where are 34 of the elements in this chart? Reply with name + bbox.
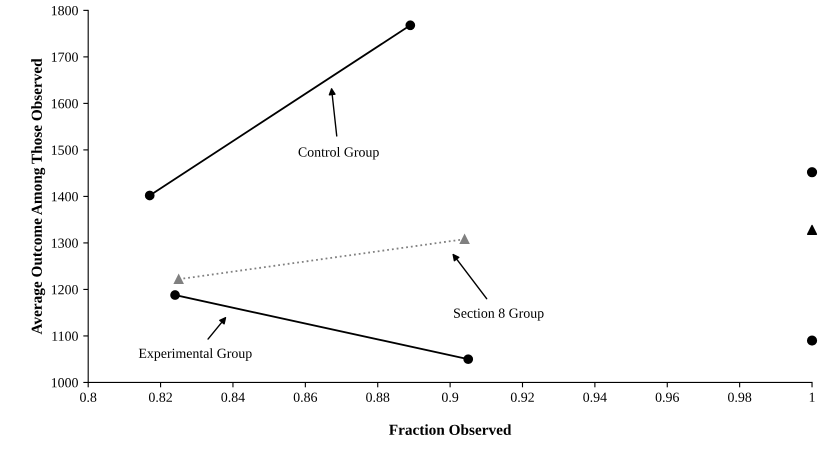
x-tick-label: 0.86 bbox=[294, 392, 318, 402]
x-tick-label: 0.84 bbox=[221, 392, 245, 402]
y-axis-title: Average Outcome Among Those Observed bbox=[31, 58, 46, 334]
y-tick-label: 1200 bbox=[52, 285, 78, 294]
point bbox=[460, 234, 470, 244]
point bbox=[806, 224, 818, 235]
annotation: Control Group bbox=[298, 146, 379, 160]
y-tick-label: 1000 bbox=[52, 378, 78, 388]
point bbox=[174, 274, 184, 284]
annotation: Experimental Group bbox=[138, 348, 252, 361]
x-tick-label: 0.92 bbox=[510, 392, 534, 402]
point bbox=[806, 336, 818, 346]
y-tick-label: 1500 bbox=[52, 145, 78, 155]
x-axis-title: Fraction Observed bbox=[389, 424, 512, 435]
point bbox=[463, 354, 474, 364]
x-tick-label: 0.8 bbox=[80, 392, 96, 402]
y-tick-label: 1700 bbox=[52, 52, 78, 62]
y-tick-label: 1800 bbox=[52, 6, 78, 16]
x-tick-label: 0.88 bbox=[366, 392, 390, 402]
point bbox=[405, 20, 416, 30]
x-tick-label: 0.96 bbox=[656, 392, 679, 402]
y-tick-label: 1300 bbox=[52, 238, 78, 248]
point bbox=[170, 290, 180, 300]
y-tick-label: 1400 bbox=[52, 192, 78, 202]
point bbox=[806, 167, 818, 178]
x-tick-label: 0.98 bbox=[728, 392, 752, 402]
y-tick-label: 1600 bbox=[52, 98, 78, 108]
x-tick-label: 0.82 bbox=[148, 392, 172, 402]
x-tick-label: 0.9 bbox=[442, 392, 458, 402]
annotation: Section 8 Group bbox=[454, 308, 544, 321]
point bbox=[144, 190, 155, 200]
y-tick-label: 1100 bbox=[52, 332, 78, 341]
x-tick-label: 0.94 bbox=[583, 392, 607, 402]
x-tick-label: 1 bbox=[810, 392, 815, 402]
